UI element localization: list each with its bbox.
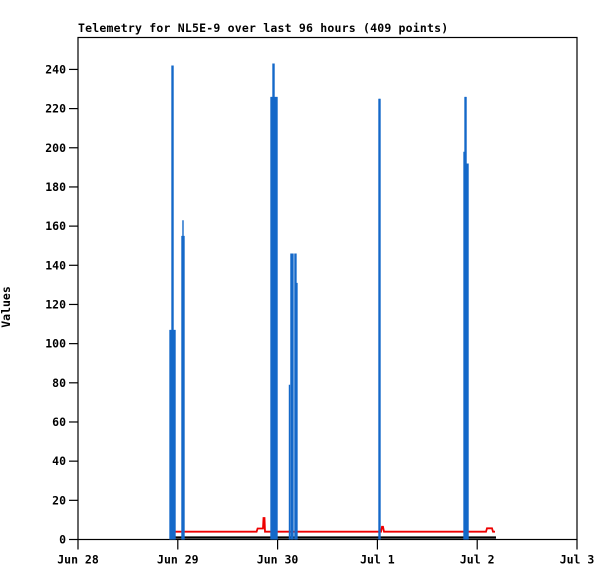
x-tick-label: Jul 1 [360, 553, 395, 567]
y-tick-label: 220 [45, 102, 66, 116]
y-axis-label: Values [0, 286, 13, 328]
x-tick-label: Jun 30 [257, 553, 299, 567]
y-tick-label: 140 [45, 258, 66, 272]
y-tick-label: 20 [52, 493, 66, 507]
plot-frame [77, 36, 578, 541]
red-threshold-series [171, 517, 495, 533]
y-tick-label: 0 [59, 533, 66, 547]
y-tick-label: 100 [45, 337, 66, 351]
y-tick-label: 180 [45, 180, 66, 194]
y-tick-label: 160 [45, 219, 66, 233]
y-tick-label: 60 [52, 415, 66, 429]
y-tick-label: 200 [45, 141, 66, 155]
y-tick-label: 40 [52, 454, 66, 468]
y-tick-label: 80 [52, 376, 66, 390]
y-tick-label: 120 [45, 297, 66, 311]
chart-title: Telemetry for NL5E-9 over last 96 hours … [78, 21, 449, 35]
y-tick-label: 240 [45, 62, 66, 76]
x-tick-label: Jun 28 [57, 553, 99, 567]
x-tick-label: Jun 29 [157, 553, 199, 567]
x-tick-label: Jul 3 [560, 553, 595, 567]
x-tick-label: Jul 2 [460, 553, 495, 567]
